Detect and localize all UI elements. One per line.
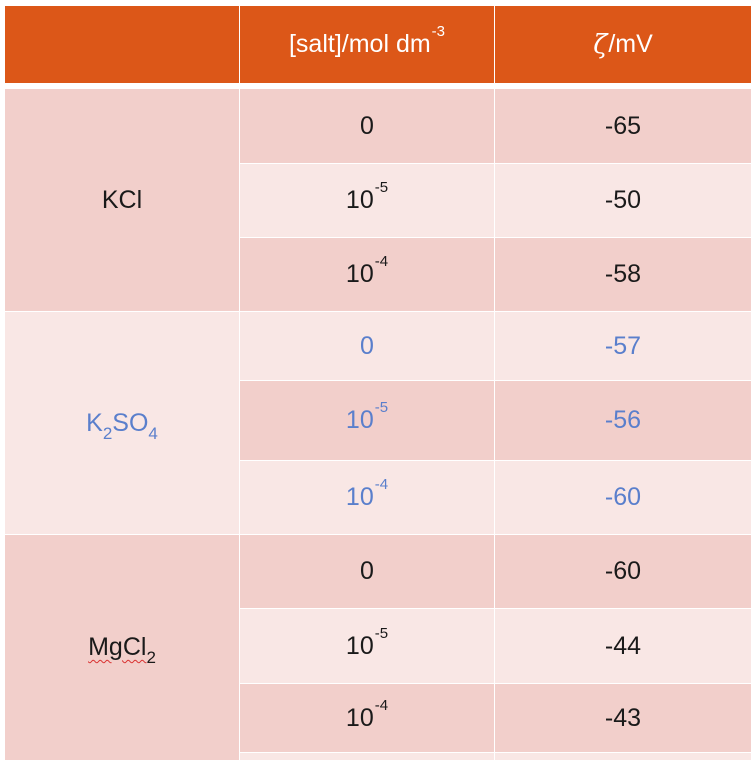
concentration-base: 10	[345, 703, 374, 732]
zeta-value-cell: -60	[495, 461, 751, 534]
zeta-value: -50	[604, 186, 642, 214]
header-salt-label: [salt]/mol dm	[288, 30, 431, 58]
table-row: 0	[240, 535, 494, 608]
salt-cell-kcl: KCl	[5, 89, 239, 311]
concentration-exponent: -5	[374, 399, 389, 416]
table-row: 0	[240, 312, 494, 380]
salt-name: MgCl2	[88, 633, 156, 667]
concentration-base: 10	[345, 186, 374, 214]
zeta-value-cell: -65	[495, 89, 751, 163]
table-row: 10 -4	[240, 684, 494, 752]
zeta-value-cell: -50	[495, 164, 751, 237]
zeta-value-cell: -56	[495, 381, 751, 460]
zeta-value: -43	[604, 703, 642, 732]
concentration-value: 0	[360, 331, 374, 360]
zeta-value-cell: -44	[495, 609, 751, 683]
salt-cell-mgcl2: MgCl2	[5, 535, 239, 760]
table-row: 10 -5	[240, 164, 494, 237]
salt-name: KCl	[101, 185, 143, 214]
table-row: 10 -4	[240, 461, 494, 534]
concentration-exponent: -4	[374, 253, 389, 270]
table-row: 0	[240, 89, 494, 163]
table-row-cutoff	[495, 753, 751, 760]
zeta-value: -44	[604, 631, 642, 660]
zeta-value-cell: -43	[495, 684, 751, 752]
zeta-value: -56	[604, 406, 642, 434]
zeta-value-cell: -58	[495, 238, 751, 311]
salt-cell-k2so4: K2SO4	[5, 312, 239, 534]
concentration-exponent: -4	[374, 696, 389, 714]
zeta-value: -60	[604, 557, 642, 585]
concentration-base: 10	[345, 483, 374, 511]
zeta-value: -60	[604, 483, 642, 511]
concentration-exponent: -5	[374, 179, 389, 196]
table-row: 10 -5	[240, 609, 494, 683]
zeta-value-cell: -60	[495, 535, 751, 608]
zeta-value-cell: -57	[495, 312, 751, 380]
concentration-exponent: -5	[374, 624, 389, 642]
concentration-exponent: -4	[374, 476, 389, 493]
header-zeta-symbol: ζ	[593, 29, 608, 60]
header-empty-cell	[5, 6, 239, 83]
concentration-base: 10	[345, 631, 374, 660]
header-zeta-potential: ζ/mV	[495, 6, 751, 83]
zeta-value: -58	[604, 260, 642, 288]
concentration-value: 0	[360, 557, 374, 585]
table-row: 10 -5	[240, 381, 494, 460]
table-row-cutoff	[240, 753, 494, 760]
header-zeta-unit: /mV	[608, 30, 653, 58]
concentration-base: 10	[345, 260, 374, 288]
zeta-value: -65	[604, 111, 642, 140]
concentration-base: 10	[345, 406, 374, 434]
concentration-value: 0	[360, 111, 374, 140]
table-row: 10 -4	[240, 238, 494, 311]
salt-name: K2SO4	[86, 408, 158, 443]
header-salt-concentration: [salt]/mol dm -3	[240, 6, 494, 83]
header-salt-exponent: -3	[431, 23, 446, 40]
zeta-value: -57	[604, 331, 642, 360]
